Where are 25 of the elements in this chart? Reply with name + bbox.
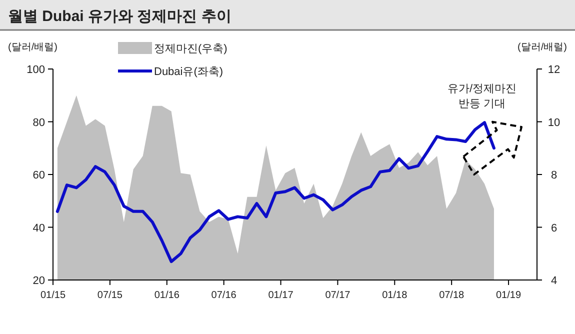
y2-tick-label: 6 [550,222,558,234]
x-tick-label: 07/15 [97,290,123,301]
y2-axis-title: (달러/배럴) [518,42,567,53]
y2-tick-label: 4 [550,275,558,287]
y-tick-label: 80 [32,116,45,129]
annotation: 유가/정제마진 반등 기대 [447,83,517,110]
x-tick-label: 01/19 [496,290,522,301]
y-tick-label: 20 [32,275,45,287]
y-tick-label: 60 [32,170,45,182]
x-tick-label: 01/18 [382,290,408,301]
chart-title: 월별 Dubai 유가와 정제마진 추이 [8,8,232,25]
y-tick-label: 40 [32,222,45,234]
x-tick-label: 01/17 [268,290,294,301]
legend-label: 정제마진(우축) [154,43,228,55]
x-tick-label: 07/18 [439,290,465,301]
x-tick-label: 07/16 [211,290,237,301]
y-tick-label: 100 [26,64,45,76]
legend-label: Dubai유(좌축) [154,66,224,78]
y2-tick-label: 12 [548,64,560,76]
y2-tick-label: 10 [548,116,560,129]
y-axis-title: (달러/배럴) [8,42,58,53]
x-tick-label: 07/17 [325,290,351,301]
y2-tick-label: 8 [550,170,558,182]
x-tick-label: 01/16 [154,290,180,301]
x-tick-label: 01/15 [40,290,66,301]
